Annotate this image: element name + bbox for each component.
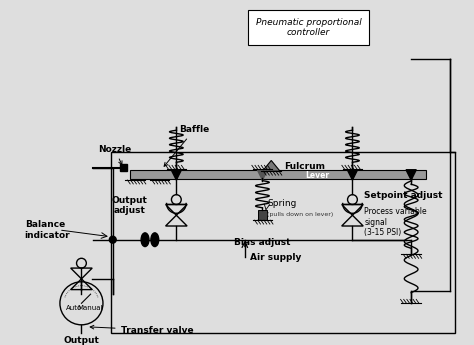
Text: Balance
indicator: Balance indicator xyxy=(25,220,70,240)
Text: Transfer valve: Transfer valve xyxy=(90,325,193,335)
Text: Pneumatic proportional
controller: Pneumatic proportional controller xyxy=(255,18,361,37)
Text: (pulls down on lever): (pulls down on lever) xyxy=(267,212,334,217)
Text: Process variable
signal
(3-15 PSI): Process variable signal (3-15 PSI) xyxy=(364,207,427,237)
Text: Bias adjust: Bias adjust xyxy=(234,238,291,247)
Ellipse shape xyxy=(151,233,159,247)
Bar xyxy=(111,152,455,333)
Circle shape xyxy=(109,236,116,243)
Bar xyxy=(130,170,426,179)
Text: Lever: Lever xyxy=(305,171,329,180)
Text: Fulcrum: Fulcrum xyxy=(284,162,325,171)
Polygon shape xyxy=(257,170,268,180)
Ellipse shape xyxy=(141,233,149,247)
Text: Output: Output xyxy=(64,336,100,345)
Bar xyxy=(257,210,267,220)
Polygon shape xyxy=(347,170,357,180)
Text: Baffle: Baffle xyxy=(164,125,210,166)
FancyBboxPatch shape xyxy=(248,10,369,45)
Text: Spring: Spring xyxy=(267,199,297,208)
Text: Manual: Manual xyxy=(77,305,103,311)
Text: Setpoint adjust: Setpoint adjust xyxy=(364,191,443,200)
Text: Auto: Auto xyxy=(65,305,82,311)
Text: Nozzle: Nozzle xyxy=(98,145,131,165)
Polygon shape xyxy=(406,170,416,180)
Polygon shape xyxy=(263,160,280,171)
Text: Output
adjust: Output adjust xyxy=(111,196,147,215)
Polygon shape xyxy=(171,170,182,180)
Bar xyxy=(119,164,128,171)
Text: Air supply: Air supply xyxy=(250,253,301,263)
